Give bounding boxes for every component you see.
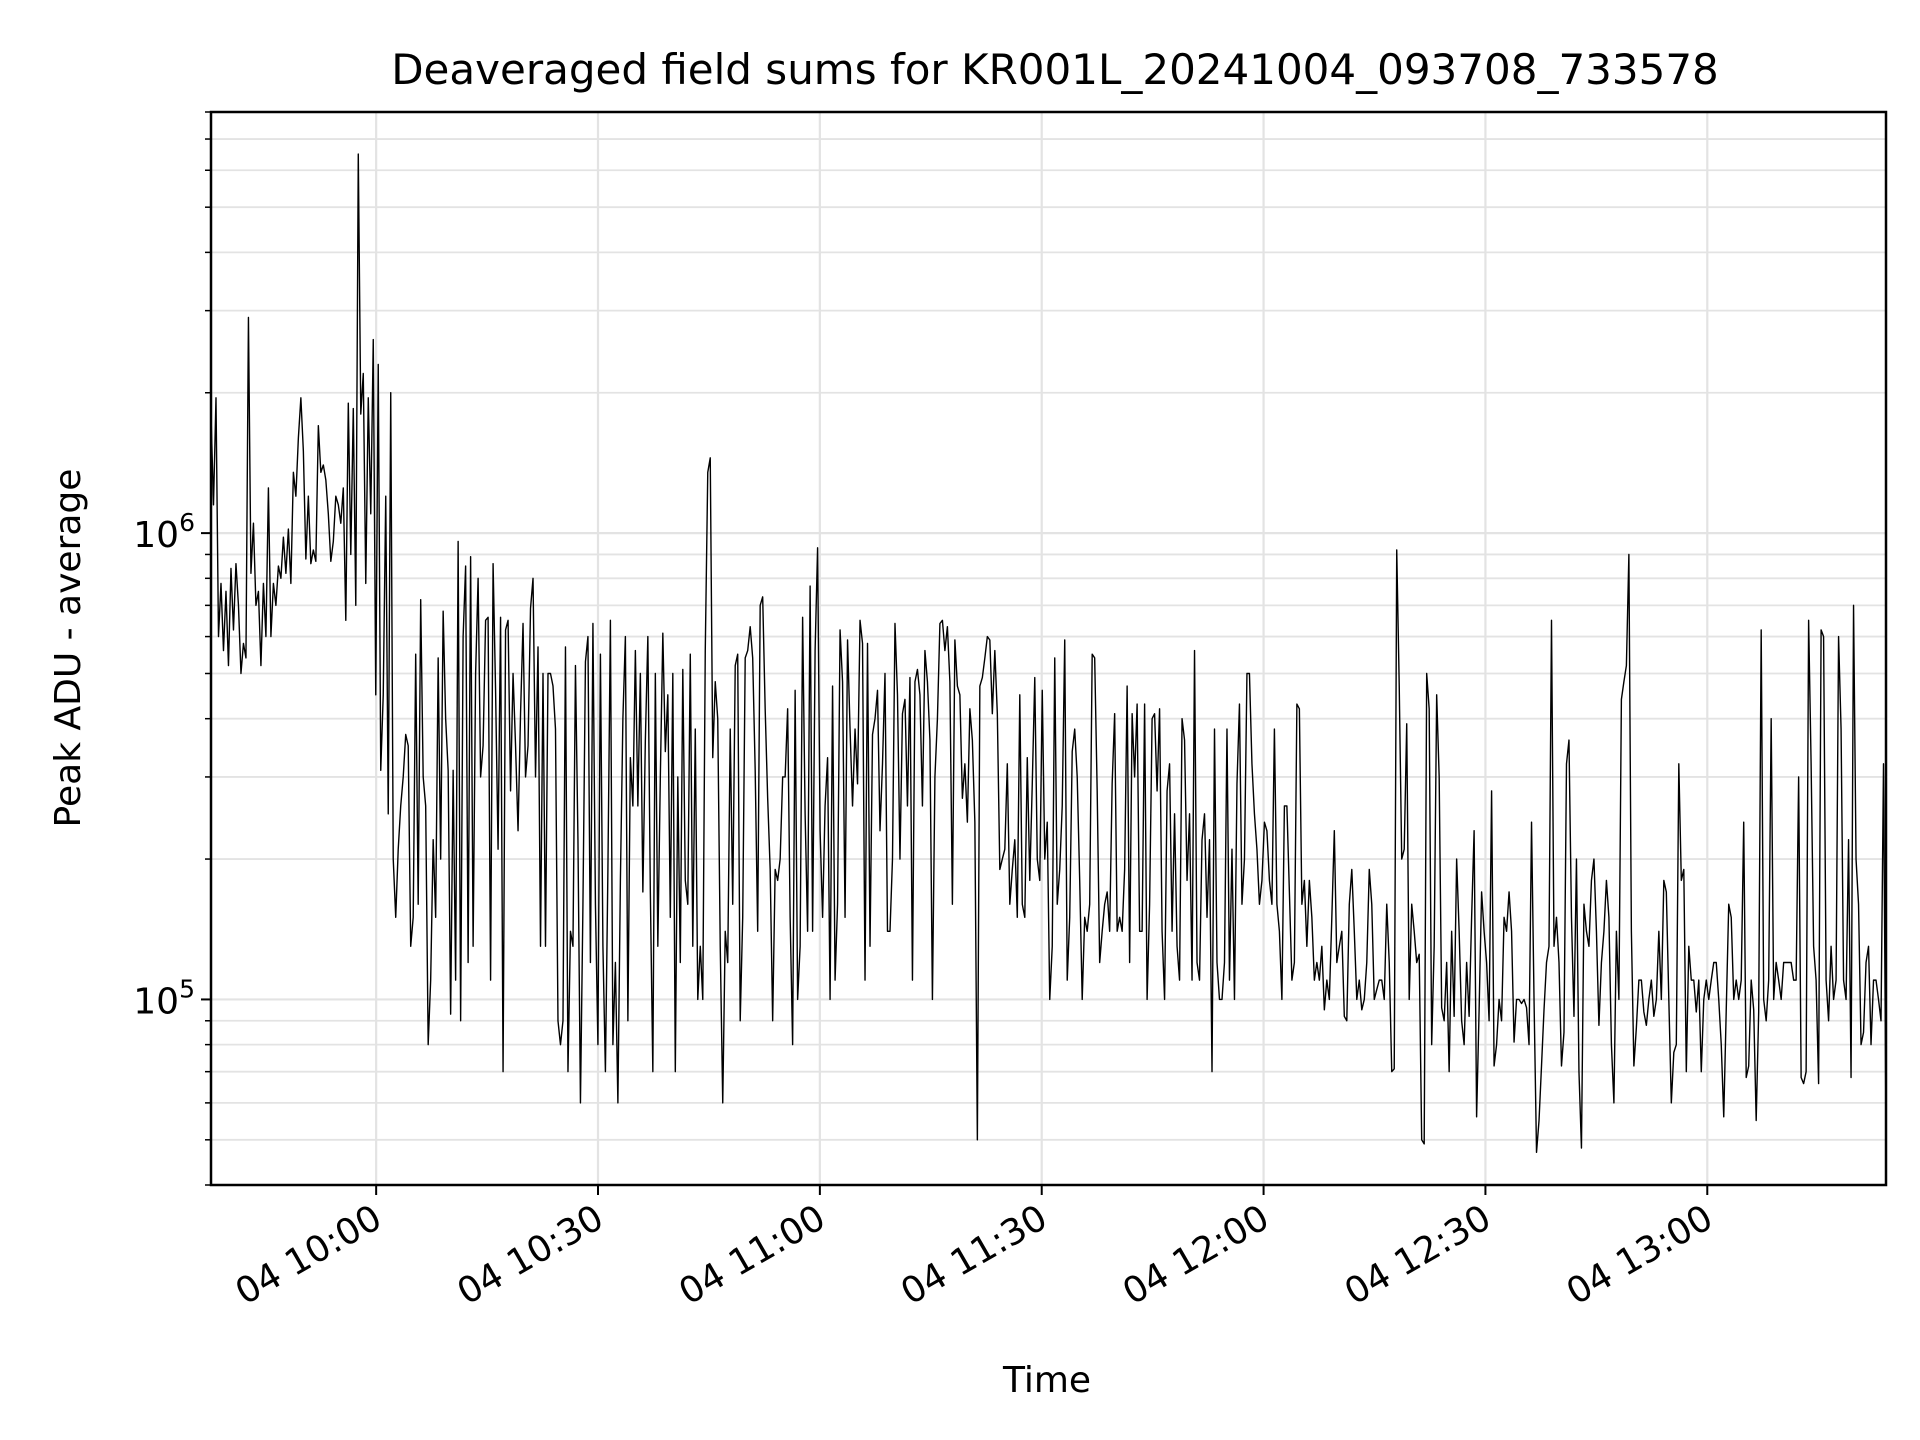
y-tick-label: 106 [133,508,195,556]
y-axis: 105 106 [133,111,211,1186]
plot-frame [209,110,1888,1187]
series [210,153,1887,1154]
y-tick-label: 105 [133,974,195,1022]
x-axis-label: Time [1002,1360,1091,1401]
y-axis-label: Peak ADU - average [48,469,89,828]
series-line [210,153,1887,1154]
grid [211,111,1886,1186]
chart-title: Deaveraged field sums for KR001L_2024100… [391,45,1719,94]
